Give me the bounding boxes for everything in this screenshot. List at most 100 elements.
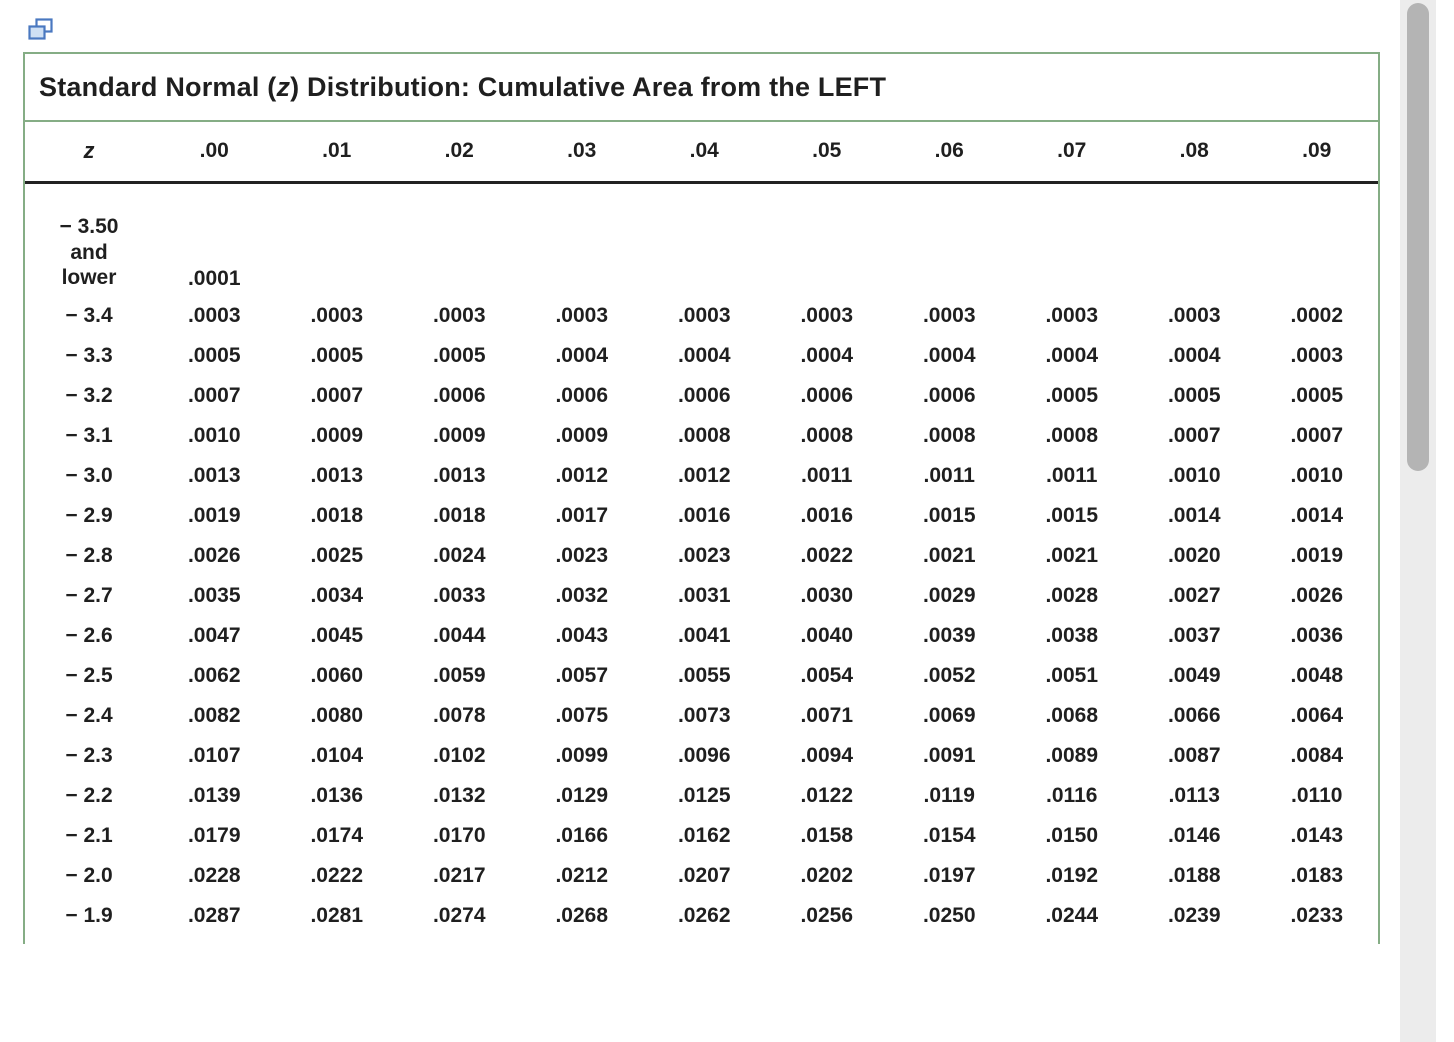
- value-cell: .0015: [1045, 504, 1099, 527]
- value-cell: .0018: [310, 504, 364, 527]
- table-row: − 2.2 .0139 .0136 .0132 .0129 .0125 .0122 .0119…: [25, 776, 1378, 816]
- z-cell: − 3.50 and lower: [59, 215, 119, 290]
- z-cell: − 2.1: [65, 824, 113, 848]
- value-cell: .0222: [310, 864, 364, 887]
- scrollbar-track[interactable]: [1400, 0, 1436, 1042]
- value-cell: .0150: [1045, 824, 1099, 847]
- value-cell: .0008: [922, 424, 976, 447]
- value-cell: .0026: [1290, 584, 1344, 607]
- value-cell: .0007: [1290, 424, 1344, 447]
- value-cell: .0274: [432, 904, 486, 927]
- value-cell: .0075: [555, 704, 609, 727]
- value-cell: .0007: [1167, 424, 1221, 447]
- value-cell: .0009: [310, 424, 364, 447]
- value-cell: .0059: [432, 664, 486, 687]
- value-cell: .0003: [1045, 304, 1099, 327]
- table-row: − 3.50 and lower .0001: [25, 182, 1378, 296]
- value-cell: .0024: [432, 544, 486, 567]
- table-row: − 2.7 .0035 .0034 .0033 .0032 .0031 .0030 .0029…: [25, 576, 1378, 616]
- value-cell: .0239: [1167, 904, 1221, 927]
- value-cell: .0125: [677, 784, 731, 807]
- value-cell: .0014: [1167, 504, 1221, 527]
- value-cell: .0228: [187, 864, 241, 887]
- value-cell: .0027: [1167, 584, 1221, 607]
- table-row: − 2.8 .0026 .0025 .0024 .0023 .0023 .0022 .0021…: [25, 536, 1378, 576]
- value-cell: .0005: [1045, 384, 1099, 407]
- value-cell: .0006: [922, 384, 976, 407]
- column-header: .06: [934, 139, 964, 163]
- table-body: − 3.50 and lower .0001 − 3.4 .0003 .0003 .000…: [25, 182, 1378, 936]
- value-cell: .0025: [310, 544, 364, 567]
- duplicate-window-icon[interactable]: [28, 18, 54, 42]
- value-cell: .0010: [187, 424, 241, 447]
- value-cell: .0006: [555, 384, 609, 407]
- value-cell: .0068: [1045, 704, 1099, 727]
- value-cell: .0122: [800, 784, 854, 807]
- value-cell: .0217: [432, 864, 486, 887]
- z-cell: − 3.0: [65, 464, 113, 488]
- column-header: .09: [1302, 139, 1332, 163]
- z-cell: − 2.5: [65, 664, 113, 688]
- title-z: z: [276, 71, 291, 102]
- value-cell: .0146: [1167, 824, 1221, 847]
- value-cell: .0029: [922, 584, 976, 607]
- value-cell: .0007: [187, 384, 241, 407]
- value-cell: .0031: [677, 584, 731, 607]
- value-cell: .0089: [1045, 744, 1099, 767]
- value-cell: .0071: [800, 704, 854, 727]
- value-cell: .0003: [432, 304, 486, 327]
- z-table-panel: Standard Normal (z) Distribution: Cumula…: [23, 52, 1380, 944]
- value-cell: .0003: [677, 304, 731, 327]
- value-cell: .0154: [922, 824, 976, 847]
- value-cell: .0179: [187, 824, 241, 847]
- value-cell: .0003: [1290, 344, 1344, 367]
- value-cell: .0062: [187, 664, 241, 687]
- value-cell: .0003: [922, 304, 976, 327]
- value-cell: .0004: [800, 344, 854, 367]
- value-cell: .0119: [923, 784, 975, 807]
- value-cell: .0003: [310, 304, 364, 327]
- value-cell: .0183: [1290, 864, 1344, 887]
- z-column-header: z: [83, 138, 95, 164]
- value-cell: .0016: [800, 504, 854, 527]
- value-cell: .0078: [432, 704, 486, 727]
- value-cell: .0244: [1045, 904, 1099, 927]
- value-cell: .0011: [923, 464, 975, 487]
- value-cell: .0005: [1290, 384, 1344, 407]
- value-cell: .0051: [1045, 664, 1099, 687]
- value-cell: .0099: [555, 744, 609, 767]
- value-cell: .0166: [555, 824, 609, 847]
- value-cell: .0045: [310, 624, 364, 647]
- value-cell: .0250: [922, 904, 976, 927]
- value-cell: .0034: [310, 584, 364, 607]
- value-cell: [888, 182, 1011, 296]
- value-cell: .0188: [1167, 864, 1221, 887]
- table-row: − 2.3 .0107 .0104 .0102 .0099 .0096 .0094 .0091…: [25, 736, 1378, 776]
- value-cell: .0007: [310, 384, 364, 407]
- table-row: − 3.4 .0003 .0003 .0003 .0003 .0003 .0003 .0003…: [25, 296, 1378, 336]
- value-cell: .0043: [555, 624, 609, 647]
- value-cell: .0026: [187, 544, 241, 567]
- value-cell: .0032: [555, 584, 609, 607]
- value-cell: .0020: [1167, 544, 1221, 567]
- z-cell: − 2.8: [65, 544, 113, 568]
- value-cell: .0005: [310, 344, 364, 367]
- value-cell: .0060: [310, 664, 364, 687]
- value-cell: .0049: [1167, 664, 1221, 687]
- scrollbar-thumb[interactable]: [1407, 3, 1429, 471]
- value-cell: .0262: [677, 904, 731, 927]
- value-cell: .0021: [1045, 544, 1099, 567]
- value-cell: .0009: [555, 424, 609, 447]
- value-cell: .0039: [922, 624, 976, 647]
- z-cell: − 2.0: [65, 864, 113, 888]
- value-cell: .0035: [187, 584, 241, 607]
- value-cell: .0040: [800, 624, 854, 647]
- table-row: − 2.5 .0062 .0060 .0059 .0057 .0055 .0054 .0052…: [25, 656, 1378, 696]
- table-row: − 1.9 .0287 .0281 .0274 .0268 .0262 .0256 .0250…: [25, 896, 1378, 936]
- value-cell: .0033: [432, 584, 486, 607]
- table-row: − 3.0 .0013 .0013 .0013 .0012 .0012 .0011 .0011…: [25, 456, 1378, 496]
- value-cell: .0037: [1167, 624, 1221, 647]
- value-cell: .0006: [677, 384, 731, 407]
- value-cell: .0019: [187, 504, 241, 527]
- value-cell: .0013: [187, 464, 241, 487]
